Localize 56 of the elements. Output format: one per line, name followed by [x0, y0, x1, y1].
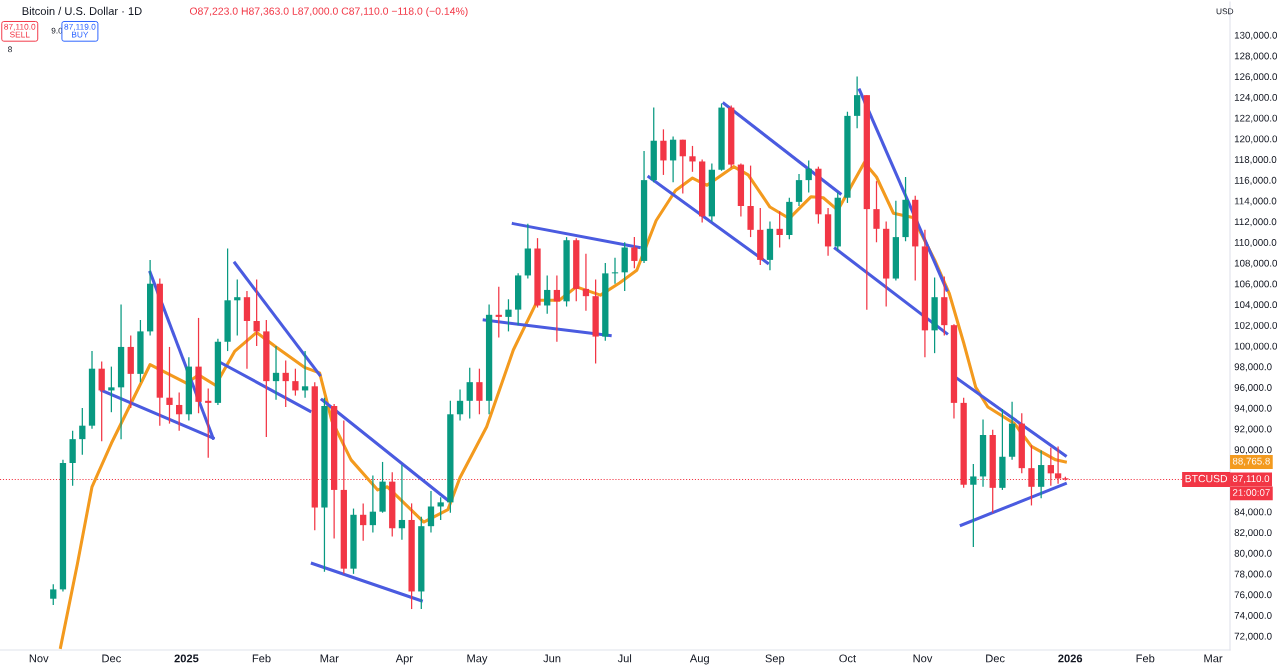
y-tick-label: 102,000.0: [1234, 321, 1278, 330]
y-tick-label: 82,000.0: [1234, 529, 1272, 538]
y-tick-label: 94,000.0: [1234, 404, 1272, 413]
x-tick-label: Feb: [252, 654, 271, 663]
x-tick-label: Nov: [913, 654, 933, 663]
y-tick-label: 72,000.0: [1234, 632, 1272, 641]
x-tick-label: Dec: [986, 654, 1005, 663]
y-tick-label: 128,000.0: [1234, 52, 1278, 61]
annotation: 8: [8, 46, 12, 53]
y-tick-label: 124,000.0: [1234, 93, 1278, 102]
chart-subtitle: O87,223.0 H87,363.0 L87,000.0 C87,110.0 −118.0 (−0.14%): [189, 7, 468, 17]
x-tick-label: Oct: [839, 654, 856, 663]
x-tick-label: 2026: [1058, 654, 1083, 663]
y-tick-label: 130,000.0: [1234, 31, 1278, 40]
y-tick-label: 108,000.0: [1234, 259, 1278, 268]
x-tick-label: Mar: [1204, 654, 1223, 663]
annotation: 87,110.0 SELL: [4, 23, 36, 38]
annotation: 9.0: [51, 27, 63, 34]
x-tick-label: Apr: [395, 654, 413, 665]
x-tick-label: Jun: [543, 654, 561, 663]
x-tick-label: Nov: [29, 654, 49, 663]
x-tick-label: 2025: [174, 654, 199, 663]
y-tick-label: 90,000.0: [1234, 446, 1272, 455]
text: 88,765.8: [1232, 457, 1270, 466]
x-tick-label: Aug: [689, 654, 709, 665]
y-tick-label: 106,000.0: [1234, 280, 1278, 289]
ref-line-label: BTCUSD: [1185, 474, 1228, 483]
x-tick-label: Feb: [1136, 654, 1155, 663]
y-tick-label: 116,000.0: [1234, 176, 1277, 185]
y-tick-label: 74,000.0: [1234, 612, 1272, 621]
x-tick-label: Dec: [102, 654, 121, 663]
y-tick-label: 110,000.0: [1234, 239, 1277, 248]
x-tick-label: Mar: [320, 654, 339, 663]
y-tick-label: 80,000.0: [1234, 549, 1272, 558]
annotation: 87,119.0 BUY: [64, 23, 96, 38]
chart-title: Bitcoin / U.S. Dollar · 1D: [22, 6, 142, 15]
y-tick-label: 92,000.0: [1234, 425, 1272, 434]
x-tick-label: May: [467, 654, 488, 665]
y-tick-label: 104,000.0: [1234, 301, 1278, 310]
text: 87,110.0: [1232, 475, 1270, 484]
y-tick-label: 112,000.0: [1234, 218, 1277, 227]
y-tick-label: 76,000.0: [1234, 591, 1272, 600]
y-tick-label: 120,000.0: [1234, 135, 1278, 144]
y-tick-label: 78,000.0: [1234, 570, 1272, 579]
y-tick-label: 122,000.0: [1234, 114, 1278, 123]
y-tick-label: 84,000.0: [1234, 508, 1272, 517]
x-tick-label: Jul: [617, 654, 632, 663]
y-tick-label: 126,000.0: [1234, 73, 1278, 82]
y-tick-label: 100,000.0: [1234, 342, 1278, 351]
text: 21:00:07: [1232, 489, 1270, 496]
y-tick-label: 96,000.0: [1234, 384, 1272, 393]
y-tick-label: 98,000.0: [1234, 363, 1272, 372]
y-tick-label: 114,000.0: [1234, 197, 1277, 206]
x-tick-label: Sep: [765, 654, 785, 665]
y-tick-label: 118,000.0: [1234, 156, 1277, 165]
annotation: USD: [1216, 8, 1234, 15]
